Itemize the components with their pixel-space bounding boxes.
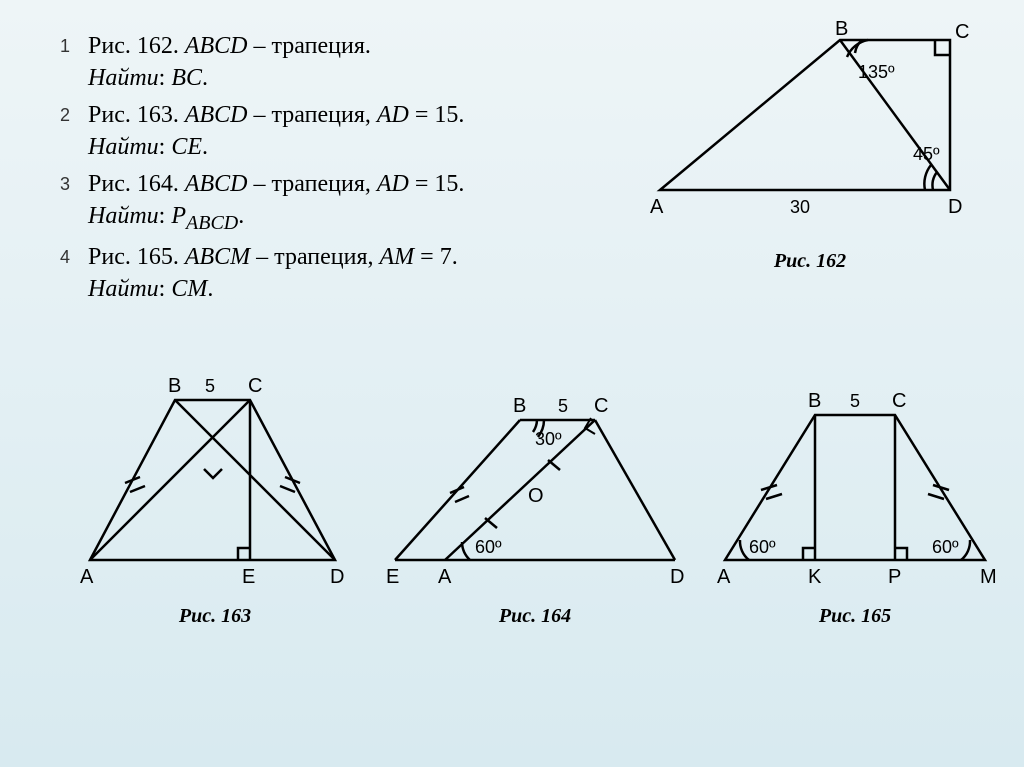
problem-text: Рис. 163. ABCD – трапеция, AD = 15.Найти…	[88, 99, 464, 164]
label-B: B	[168, 375, 181, 397]
problem-number: 2	[60, 99, 88, 127]
caption-162: Рис. 162	[640, 250, 980, 273]
problem-row: 3Рис. 164. ABCD – трапеция, AD = 15.Найт…	[60, 168, 464, 237]
label-A: A	[717, 566, 731, 588]
top-5: 5	[850, 391, 860, 411]
problem-row: 1Рис. 162. ABCD – трапеция.Найти: BC.	[60, 30, 464, 95]
problem-number: 1	[60, 30, 88, 58]
label-C: C	[892, 390, 906, 412]
label-B: B	[808, 390, 821, 412]
problem-text: Рис. 162. ABCD – трапеция.Найти: BC.	[88, 30, 371, 95]
label-A: A	[438, 566, 452, 588]
label-C: C	[248, 375, 262, 397]
caption-165: Рис. 165	[705, 605, 1005, 628]
figure-165: B C 5 60º 60º A K P M Рис. 165	[705, 385, 1005, 628]
label-M: M	[980, 566, 997, 588]
label-D: D	[330, 566, 344, 588]
label-E: E	[386, 566, 399, 588]
label-D: D	[948, 196, 962, 218]
label-P: P	[888, 566, 901, 588]
label-C: C	[955, 21, 969, 43]
problem-row: 2Рис. 163. ABCD – трапеция, AD = 15.Найт…	[60, 99, 464, 164]
top-5: 5	[205, 376, 215, 396]
problem-number: 4	[60, 241, 88, 269]
caption-163: Рис. 163	[70, 605, 360, 628]
label-A: A	[650, 196, 664, 218]
label-K: K	[808, 566, 822, 588]
problem-row: 4Рис. 165. ABCM – трапеция, AM = 7.Найти…	[60, 241, 464, 306]
bottom-30: 30	[790, 197, 810, 217]
label-A: A	[80, 566, 94, 588]
label-O: O	[528, 485, 544, 507]
problem-text: Рис. 164. ABCD – трапеция, AD = 15.Найти…	[88, 168, 464, 237]
angle-45: 45º	[913, 144, 940, 164]
angle-60L: 60º	[749, 537, 776, 557]
label-B: B	[513, 395, 526, 417]
angle-135: 135º	[858, 62, 895, 82]
angle-60R: 60º	[932, 537, 959, 557]
problem-text: Рис. 165. ABCM – трапеция, AM = 7.Найти:…	[88, 241, 458, 306]
figure-164: B C 5 30º O 60º E A D Рис. 164	[380, 390, 690, 628]
top-5: 5	[558, 396, 568, 416]
figure-162: B C A D 135º 45º 30 Рис. 162	[640, 20, 980, 273]
problem-list: 1Рис. 162. ABCD – трапеция.Найти: BC.2Ри…	[60, 30, 464, 310]
label-D: D	[670, 566, 684, 588]
label-B: B	[835, 20, 848, 40]
problem-number: 3	[60, 168, 88, 196]
angle-60: 60º	[475, 537, 502, 557]
label-C: C	[594, 395, 608, 417]
label-E: E	[242, 566, 255, 588]
figure-163: B C 5 A E D Рис. 163	[70, 370, 360, 628]
angle-30: 30º	[535, 429, 562, 449]
caption-164: Рис. 164	[380, 605, 690, 628]
